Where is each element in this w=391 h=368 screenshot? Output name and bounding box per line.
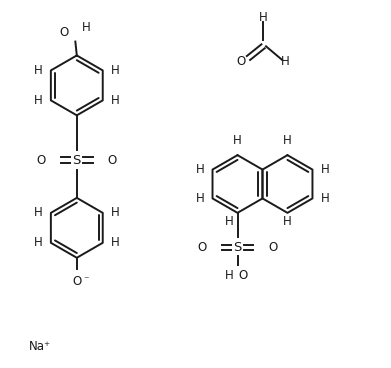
Text: O: O [237, 55, 246, 68]
Text: H: H [283, 215, 292, 228]
Text: H: H [111, 236, 120, 249]
Text: H: H [233, 134, 242, 147]
Text: H: H [321, 192, 329, 205]
Text: H: H [111, 94, 120, 107]
Text: H: H [196, 163, 204, 176]
Text: O: O [238, 269, 248, 283]
Text: H: H [34, 64, 43, 77]
Text: S: S [233, 241, 242, 254]
Text: H: H [283, 134, 292, 147]
Text: H: H [111, 64, 120, 77]
Text: H: H [82, 21, 91, 33]
Text: H: H [34, 206, 43, 219]
Text: H: H [281, 55, 289, 68]
Text: H: H [34, 236, 43, 249]
Text: H: H [321, 163, 329, 176]
Text: O: O [72, 275, 81, 288]
Text: O: O [268, 241, 278, 254]
Text: H: H [196, 192, 204, 205]
Text: S: S [73, 154, 81, 167]
Text: O: O [59, 26, 69, 39]
Text: ⁻: ⁻ [83, 275, 89, 285]
Text: H: H [225, 269, 234, 283]
Text: Na⁺: Na⁺ [29, 340, 52, 353]
Text: O: O [108, 154, 117, 167]
Text: H: H [34, 94, 43, 107]
Text: O: O [37, 154, 46, 167]
Text: H: H [259, 11, 267, 24]
Text: O: O [197, 241, 207, 254]
Text: H: H [111, 206, 120, 219]
Text: H: H [225, 215, 233, 228]
